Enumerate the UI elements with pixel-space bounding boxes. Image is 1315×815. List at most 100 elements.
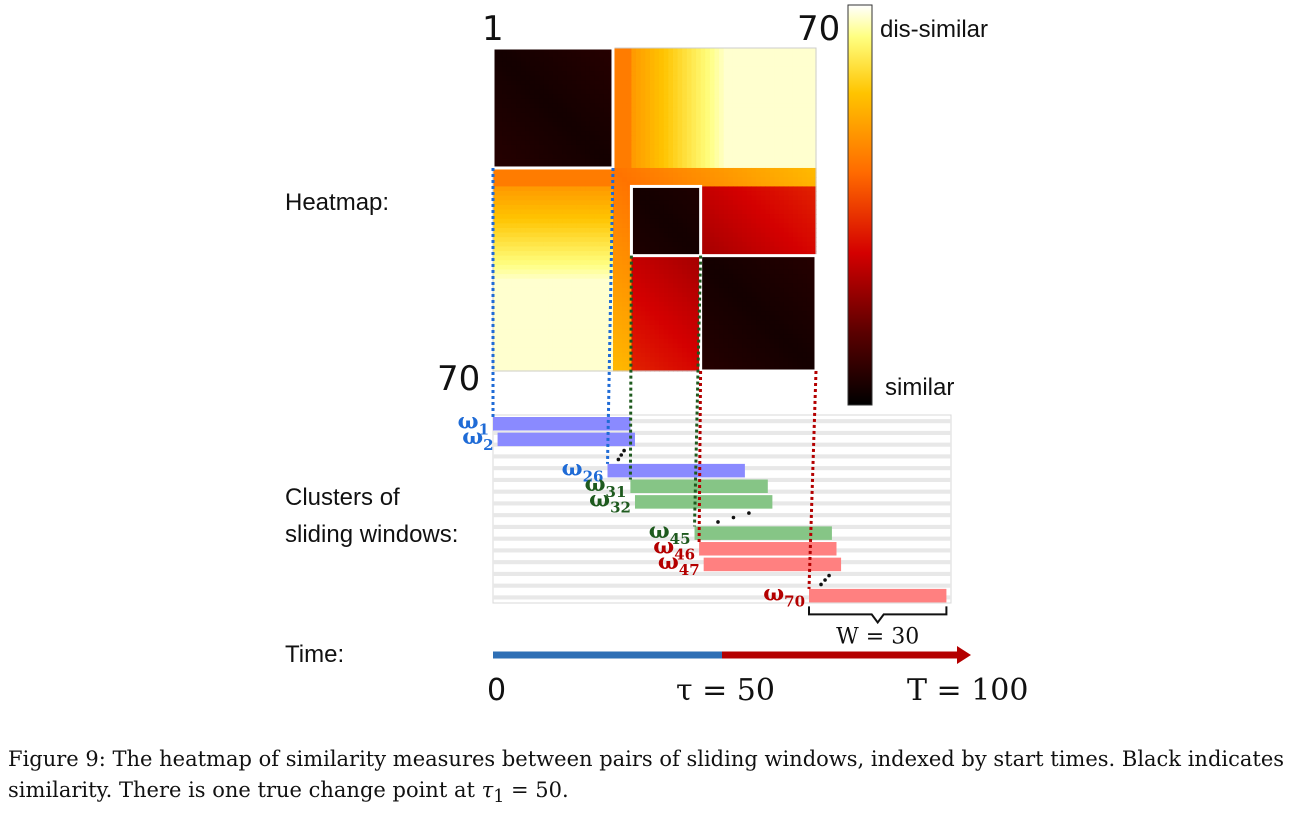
heatmap-cell	[566, 126, 573, 132]
heatmap-cell	[608, 177, 614, 183]
heatmap-cell	[599, 264, 605, 271]
heatmap-cell	[691, 209, 697, 215]
heatmap-cell	[539, 352, 545, 358]
heatmap-cell	[562, 186, 568, 192]
heatmap-cell	[612, 52, 619, 58]
heatmap-cell	[691, 315, 697, 321]
heatmap-cell	[686, 158, 693, 164]
heatmap-cell	[751, 204, 757, 211]
heatmap-cell	[663, 315, 669, 321]
heatmap-cell	[696, 255, 702, 261]
heatmap-cell	[700, 71, 706, 77]
heatmap-cell	[585, 149, 591, 155]
heatmap-cell	[714, 237, 720, 243]
heatmap-cell	[585, 218, 591, 224]
heatmap-cell	[714, 347, 720, 354]
heatmap-cell	[640, 347, 646, 354]
heatmap-cell	[548, 117, 554, 123]
heatmap-cell	[534, 343, 540, 349]
heatmap-cell	[612, 232, 619, 238]
heatmap-cell	[557, 186, 563, 192]
heatmap-cell	[774, 306, 780, 312]
heatmap-cell	[520, 89, 526, 95]
heatmap-cell	[742, 274, 748, 280]
heatmap-cell	[599, 121, 605, 128]
heatmap-cell	[497, 204, 503, 211]
heatmap-cell	[576, 366, 582, 372]
heatmap-cell	[659, 94, 665, 100]
heatmap-cell	[580, 52, 586, 58]
heatmap-cell	[571, 352, 577, 358]
heatmap-cell	[626, 292, 633, 298]
heatmap-cell	[520, 103, 526, 109]
heatmap-cell	[594, 324, 600, 331]
heatmap-cell	[622, 57, 628, 63]
heatmap-cell	[792, 112, 799, 118]
heatmap-cell	[802, 117, 808, 123]
heatmap-cell	[797, 163, 803, 169]
heatmap-cell	[622, 334, 628, 340]
heatmap-cell	[742, 191, 748, 197]
heatmap-cell	[719, 269, 725, 275]
heatmap-cell	[779, 301, 785, 307]
heatmap-cell	[580, 98, 586, 104]
heatmap-cell	[566, 278, 573, 284]
heatmap-cell	[668, 343, 674, 349]
heatmap-cell	[696, 131, 702, 137]
heatmap-cell	[668, 144, 674, 151]
heatmap-cell	[645, 361, 651, 367]
heatmap-cell	[783, 320, 789, 326]
heatmap-cell	[654, 329, 660, 335]
heatmap-cell	[811, 204, 817, 211]
heatmap-cell	[571, 237, 577, 243]
heatmap-cell	[640, 181, 646, 188]
heatmap-cell	[686, 48, 693, 54]
heatmap-cell	[539, 195, 545, 201]
heatmap-cell	[765, 112, 771, 118]
heatmap-cell	[774, 338, 780, 344]
heatmap-cell	[543, 117, 549, 123]
heatmap-cell	[612, 172, 619, 178]
heatmap-cell	[705, 61, 711, 68]
heatmap-cell	[714, 269, 720, 275]
heatmap-cell	[566, 140, 573, 146]
heatmap-cell	[672, 48, 679, 54]
heatmap-cell	[576, 163, 582, 169]
heatmap-cell	[497, 107, 503, 114]
heatmap-cell	[746, 191, 752, 197]
heatmap-cell	[709, 260, 716, 266]
heatmap-cell	[668, 167, 674, 174]
heatmap-cell	[677, 163, 683, 169]
heatmap-cell	[493, 154, 499, 160]
heatmap-cell	[511, 301, 517, 307]
heatmap-cell	[502, 89, 508, 95]
heatmap-cell	[576, 167, 582, 174]
heatmap-cell	[649, 361, 656, 367]
heatmap-cell	[576, 71, 582, 77]
heatmap-cell	[552, 163, 559, 169]
heatmap-cell	[603, 117, 609, 123]
heatmap-cell	[677, 361, 683, 367]
heatmap-cell	[686, 320, 693, 326]
heatmap-cell	[779, 154, 785, 160]
heatmap-cell	[552, 66, 559, 72]
heatmap-cell	[562, 292, 568, 298]
heatmap-cell	[783, 66, 789, 72]
heatmap-cell	[677, 131, 683, 137]
heatmap-cell	[714, 218, 720, 224]
heatmap-cell	[580, 338, 586, 344]
heatmap-cell	[603, 163, 609, 169]
heatmap-cell	[779, 315, 785, 321]
heatmap-cell	[640, 237, 646, 243]
heatmap-cell	[552, 154, 559, 160]
heatmap-cell	[576, 186, 582, 192]
heatmap-cell	[631, 343, 637, 349]
heatmap-cell	[672, 158, 679, 164]
heatmap-cell	[737, 338, 743, 344]
heatmap-cell	[497, 315, 503, 321]
heatmap-cell	[672, 98, 679, 104]
heatmap-cell	[626, 357, 633, 363]
heatmap-cell	[751, 80, 757, 86]
heatmap-cell	[576, 218, 582, 224]
heatmap-cell	[640, 186, 646, 192]
